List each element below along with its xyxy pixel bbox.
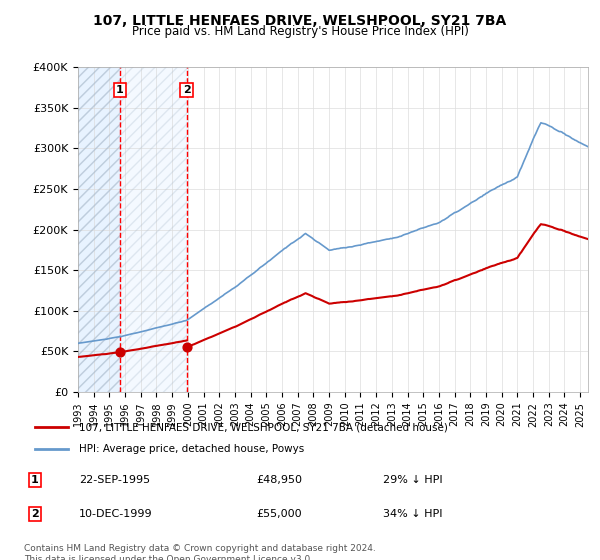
Text: £48,950: £48,950 xyxy=(256,475,302,485)
Text: 22-SEP-1995: 22-SEP-1995 xyxy=(79,475,151,485)
Text: 1: 1 xyxy=(116,85,124,95)
Bar xyxy=(78,67,187,392)
Text: HPI: Average price, detached house, Powys: HPI: Average price, detached house, Powy… xyxy=(79,444,304,454)
Text: 29% ↓ HPI: 29% ↓ HPI xyxy=(383,475,442,485)
Text: 107, LITTLE HENFAES DRIVE, WELSHPOOL, SY21 7BA (detached house): 107, LITTLE HENFAES DRIVE, WELSHPOOL, SY… xyxy=(79,422,448,432)
Text: 107, LITTLE HENFAES DRIVE, WELSHPOOL, SY21 7BA: 107, LITTLE HENFAES DRIVE, WELSHPOOL, SY… xyxy=(94,14,506,28)
Point xyxy=(115,348,125,357)
Text: 10-DEC-1999: 10-DEC-1999 xyxy=(79,509,153,519)
Bar xyxy=(78,67,120,392)
Text: 34% ↓ HPI: 34% ↓ HPI xyxy=(383,509,442,519)
Text: Contains HM Land Registry data © Crown copyright and database right 2024.
This d: Contains HM Land Registry data © Crown c… xyxy=(24,544,376,560)
Text: Price paid vs. HM Land Registry's House Price Index (HPI): Price paid vs. HM Land Registry's House … xyxy=(131,25,469,38)
Bar xyxy=(78,67,187,392)
Text: 2: 2 xyxy=(182,85,190,95)
Point xyxy=(182,343,191,352)
Text: 2: 2 xyxy=(31,509,39,519)
Bar xyxy=(78,67,120,392)
Text: £55,000: £55,000 xyxy=(256,509,301,519)
Text: 1: 1 xyxy=(31,475,39,485)
